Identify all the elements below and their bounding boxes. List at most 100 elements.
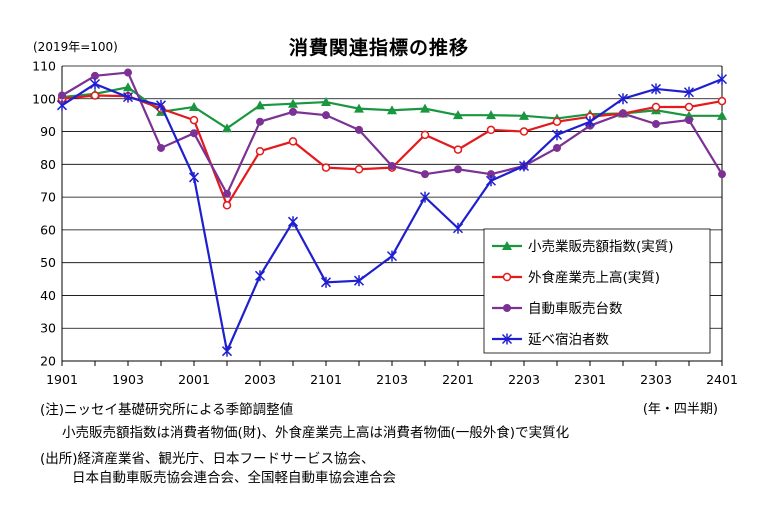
series-line bbox=[61, 71, 723, 197]
data-point bbox=[386, 250, 398, 262]
legend-label: 小売業販売額指数(実質) bbox=[528, 239, 674, 255]
data-point bbox=[486, 110, 496, 120]
x-tick-label: 2303 bbox=[640, 372, 672, 387]
data-point bbox=[287, 216, 299, 228]
y-tick-label: 60 bbox=[40, 222, 56, 237]
data-point bbox=[353, 275, 365, 287]
data-point bbox=[89, 78, 101, 90]
data-point bbox=[684, 102, 694, 112]
note-line-1: (注)ニッセイ基礎研究所による季節調整値 bbox=[40, 402, 294, 418]
unit-label: (2019年=100) bbox=[33, 40, 118, 54]
data-point bbox=[519, 110, 529, 120]
data-point bbox=[354, 165, 364, 174]
data-point bbox=[584, 116, 596, 128]
data-point bbox=[90, 91, 100, 100]
data-point bbox=[518, 160, 530, 172]
axes: 20 30 40 50 60 70 80 90 100 110 1901 1903 2001 2003 21… bbox=[32, 59, 738, 388]
legend-item: 自動車販売台数 bbox=[492, 301, 623, 317]
data-point bbox=[321, 97, 331, 107]
data-point bbox=[651, 102, 661, 112]
data-point bbox=[122, 91, 134, 103]
data-point bbox=[189, 115, 199, 125]
data-point bbox=[223, 189, 231, 198]
y-tick-label: 30 bbox=[40, 321, 56, 336]
data-point bbox=[288, 98, 298, 108]
x-tick-label: 2101 bbox=[310, 372, 342, 387]
period-note: (年・四半期) bbox=[642, 402, 718, 417]
legend-box bbox=[483, 228, 711, 354]
data-point bbox=[289, 107, 297, 116]
data-point bbox=[485, 175, 497, 187]
data-point bbox=[553, 143, 561, 152]
data-point bbox=[322, 111, 330, 120]
data-point bbox=[388, 161, 396, 170]
source-line-2: 日本自動車販売協会連合会、全国軽自動車協会連合会 bbox=[72, 470, 396, 486]
y-tick-label: 70 bbox=[40, 190, 56, 205]
x-tick-label: 1903 bbox=[112, 372, 144, 387]
legend-label: 自動車販売台数 bbox=[528, 301, 623, 317]
legend-item: 延べ宿泊者数 bbox=[492, 331, 609, 348]
data-point bbox=[421, 170, 429, 179]
x-tick-label: 1901 bbox=[46, 372, 78, 387]
data-point bbox=[683, 86, 695, 98]
data-point bbox=[124, 68, 132, 77]
data-point bbox=[685, 116, 693, 125]
data-point bbox=[288, 137, 298, 146]
data-point bbox=[188, 171, 200, 183]
data-point bbox=[487, 170, 495, 179]
data-point bbox=[486, 125, 496, 135]
data-point bbox=[420, 103, 430, 113]
x-tick-label: 2103 bbox=[376, 372, 408, 387]
series-2 bbox=[58, 68, 726, 198]
data-point bbox=[222, 201, 232, 210]
data-point bbox=[321, 163, 331, 172]
data-point bbox=[617, 93, 629, 105]
y-tick-label: 90 bbox=[40, 124, 56, 139]
data-point bbox=[716, 73, 728, 85]
data-point bbox=[320, 276, 332, 288]
data-point bbox=[222, 123, 232, 133]
x-tick-label: 2003 bbox=[244, 372, 276, 387]
data-point bbox=[501, 333, 513, 345]
y-tick-label: 110 bbox=[32, 59, 56, 74]
x-tick-label: 2301 bbox=[574, 372, 606, 387]
data-point bbox=[155, 99, 167, 111]
x-tick-label: 2001 bbox=[178, 372, 210, 387]
data-point bbox=[619, 109, 627, 118]
data-point bbox=[123, 82, 133, 92]
data-point bbox=[157, 143, 165, 152]
legend-label: 外食産業売上高(実質) bbox=[528, 269, 660, 286]
data-point bbox=[355, 125, 363, 134]
y-tick-label: 100 bbox=[32, 91, 56, 106]
data-point bbox=[255, 146, 265, 156]
data-point bbox=[718, 170, 726, 179]
source-line-1: (出所)経済産業省、観光庁、日本フードサービス協会、 bbox=[40, 451, 375, 467]
data-point bbox=[552, 117, 562, 126]
data-point bbox=[387, 105, 397, 115]
series-lines bbox=[56, 68, 728, 357]
data-point bbox=[717, 110, 727, 120]
data-point bbox=[502, 241, 512, 250]
data-point bbox=[419, 191, 431, 203]
data-point bbox=[652, 120, 660, 129]
y-tick-label: 20 bbox=[40, 354, 56, 369]
data-point bbox=[221, 345, 233, 357]
x-tick-label: 2203 bbox=[508, 372, 540, 387]
data-point bbox=[452, 222, 464, 234]
y-tick-label: 80 bbox=[40, 157, 56, 172]
legend-item: 小売業販売額指数(実質) bbox=[492, 239, 674, 255]
chart-title: 消費関連指標の推移 bbox=[288, 37, 469, 59]
legend-label: 延べ宿泊者数 bbox=[528, 331, 609, 348]
data-point bbox=[354, 103, 364, 113]
data-point bbox=[91, 71, 99, 80]
data-point bbox=[420, 130, 430, 140]
series-3 bbox=[56, 73, 728, 357]
line-chart: 20 30 40 50 60 70 80 90 100 110 1901 1903 2001 2003 21… bbox=[32, 59, 738, 388]
data-point bbox=[56, 99, 68, 111]
x-tick-label: 2201 bbox=[442, 372, 474, 387]
data-point bbox=[453, 110, 463, 120]
data-point bbox=[453, 145, 463, 154]
data-point bbox=[190, 129, 198, 138]
data-point bbox=[503, 304, 511, 312]
